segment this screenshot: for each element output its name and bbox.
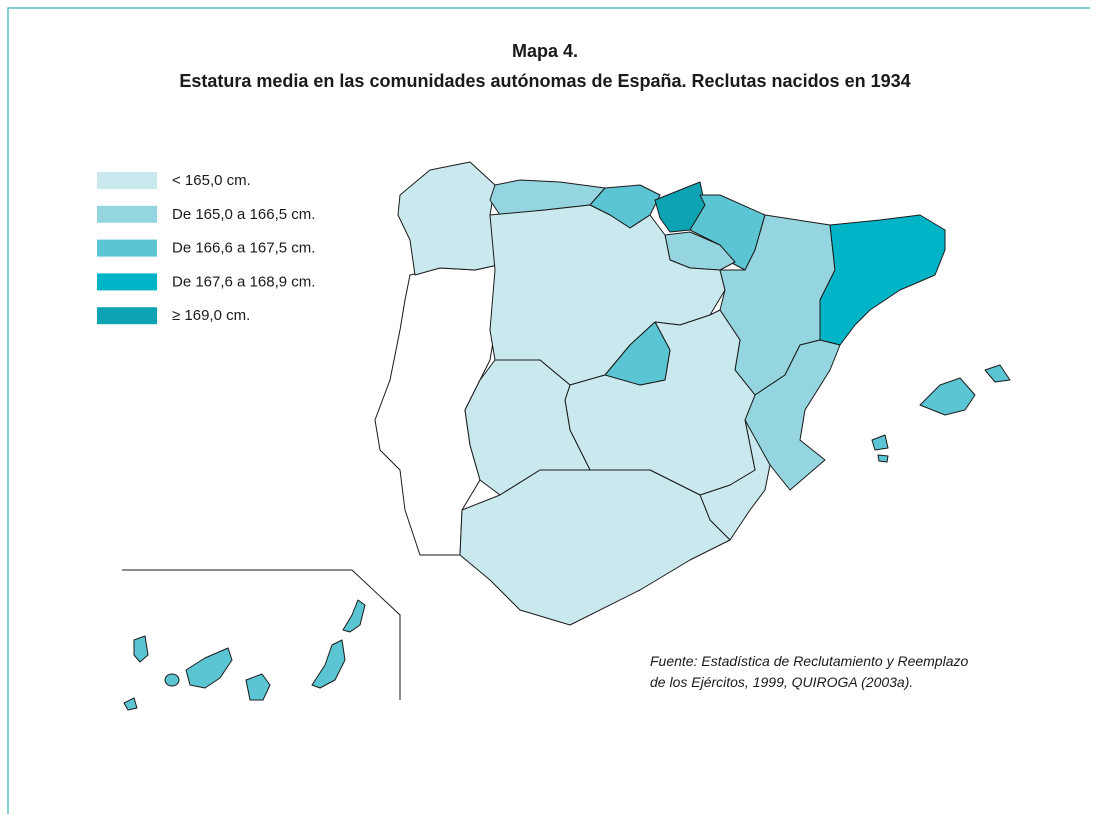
region bbox=[245, 673, 271, 701]
region bbox=[311, 639, 346, 689]
legend: < 165,0 cm. De 165,0 a 166,5 cm. De 166,6 … bbox=[97, 172, 315, 325]
region bbox=[164, 673, 180, 687]
canary-box bbox=[122, 569, 401, 700]
region bbox=[984, 364, 1011, 383]
region bbox=[459, 469, 731, 626]
legend-label: De 166,6 a 167,5 cm. bbox=[172, 240, 315, 257]
legend-swatch bbox=[97, 172, 157, 189]
legend-label: ≥ 169,0 cm. bbox=[172, 307, 250, 324]
region bbox=[123, 697, 138, 711]
title: Mapa 4. bbox=[512, 41, 578, 61]
legend-swatch bbox=[97, 239, 157, 257]
region bbox=[185, 647, 233, 689]
region bbox=[604, 321, 671, 386]
region bbox=[342, 599, 366, 633]
region bbox=[133, 635, 149, 663]
frame bbox=[7, 7, 1090, 814]
region bbox=[919, 377, 976, 416]
legend-label: < 165,0 cm. bbox=[172, 172, 251, 189]
legend-swatch bbox=[97, 205, 157, 223]
source-line: Fuente: Estadística de Reclutamiento y R… bbox=[650, 653, 968, 669]
map bbox=[122, 161, 1011, 711]
legend-swatch bbox=[97, 307, 157, 325]
legend-label: De 167,6 a 168,9 cm. bbox=[172, 273, 315, 290]
region bbox=[397, 161, 499, 276]
region bbox=[819, 214, 946, 346]
region bbox=[871, 434, 889, 451]
legend-label: De 165,0 a 166,5 cm. bbox=[172, 206, 315, 223]
legend-swatch bbox=[97, 273, 157, 291]
region bbox=[877, 454, 889, 463]
source-line: de los Ejércitos, 1999, QUIROGA (2003a). bbox=[650, 674, 913, 690]
subtitle: Estatura media en las comunidades autóno… bbox=[179, 71, 910, 91]
